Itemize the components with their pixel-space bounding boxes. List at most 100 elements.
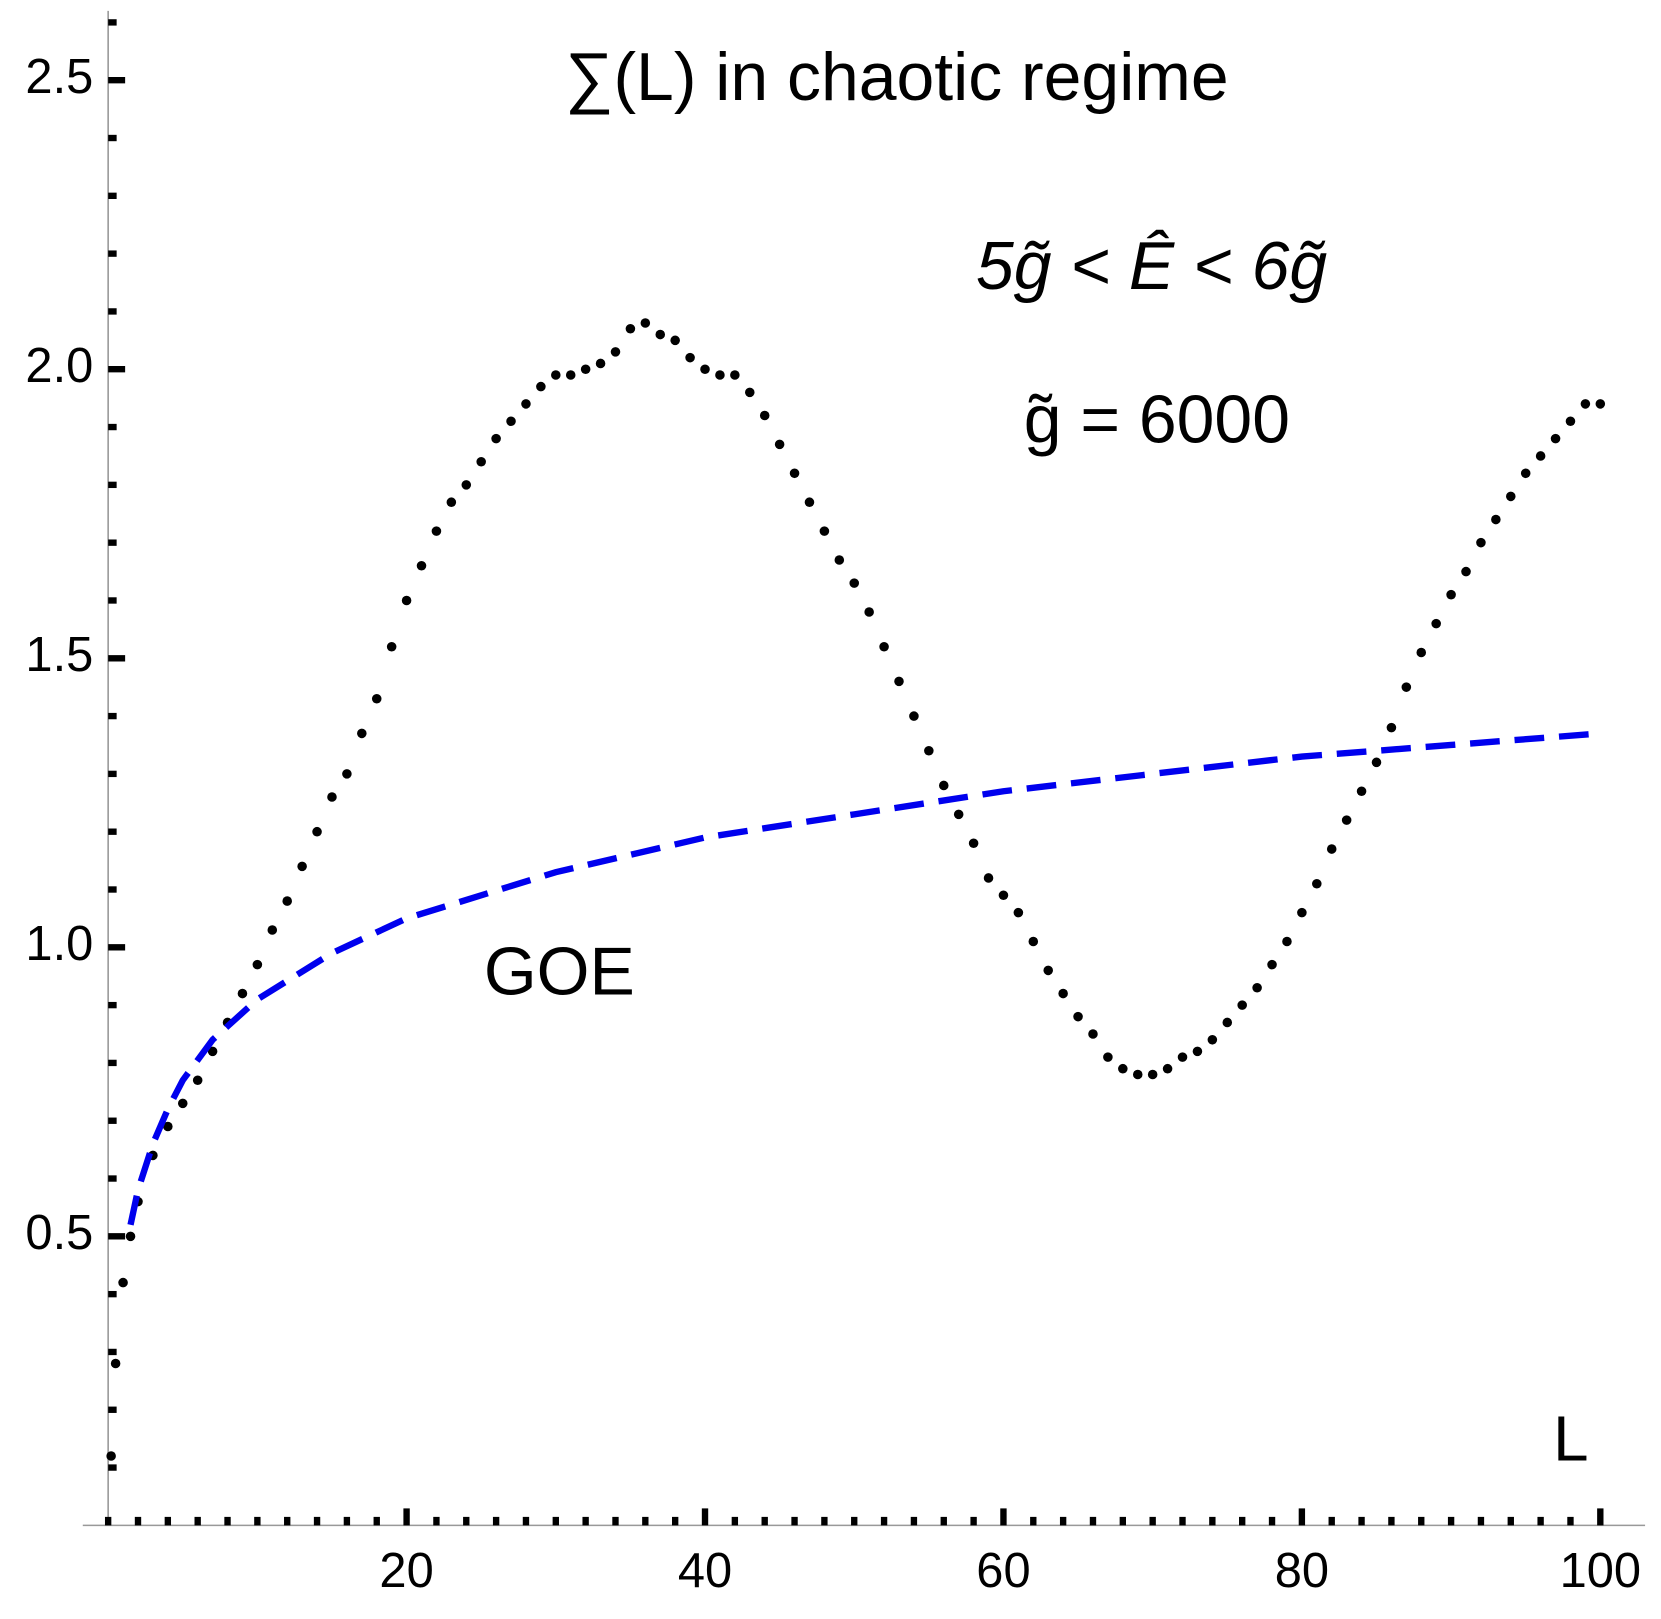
data-point xyxy=(759,410,770,421)
x-tick-label: 80 xyxy=(1275,1544,1329,1598)
y-tick-label: 1.0 xyxy=(25,917,93,971)
data-point xyxy=(655,329,666,340)
data-point xyxy=(715,370,725,380)
data-point xyxy=(342,769,352,779)
data-point xyxy=(864,607,874,617)
data-point xyxy=(371,693,382,704)
data-point xyxy=(1252,982,1262,993)
data-point xyxy=(252,959,263,970)
data-point xyxy=(106,1451,116,1461)
data-point xyxy=(491,433,501,444)
data-point xyxy=(476,456,486,467)
data-point xyxy=(804,497,815,507)
data-point xyxy=(297,861,307,872)
data-point xyxy=(327,792,337,802)
data-point xyxy=(386,641,397,652)
data-point xyxy=(1341,815,1352,825)
data-point xyxy=(177,1098,188,1109)
data-point xyxy=(163,1121,173,1132)
y-tick-label: 2.0 xyxy=(25,339,93,393)
data-point xyxy=(849,578,860,588)
data-point xyxy=(685,352,695,363)
data-point xyxy=(625,324,636,334)
data-point xyxy=(1013,907,1024,918)
data-point xyxy=(745,387,755,398)
data-point xyxy=(1312,878,1322,889)
data-point xyxy=(640,318,651,328)
data-point xyxy=(1028,936,1039,947)
x-axis-label: L xyxy=(1553,1403,1588,1474)
data-point xyxy=(1177,1052,1188,1062)
data-point xyxy=(461,480,472,490)
data-point xyxy=(1207,1035,1218,1045)
data-point xyxy=(670,335,680,346)
data-point xyxy=(953,809,964,820)
y-tick-label: 0.5 xyxy=(25,1206,93,1260)
data-point xyxy=(282,896,292,906)
data-point xyxy=(357,728,367,739)
data-point xyxy=(968,838,979,849)
data-point xyxy=(431,526,442,536)
data-point xyxy=(1476,537,1486,548)
data-point xyxy=(1371,757,1382,768)
data-point xyxy=(536,381,546,392)
data-point xyxy=(938,780,949,791)
data-point xyxy=(1147,1069,1158,1080)
x-tick-label: 100 xyxy=(1560,1544,1641,1598)
data-point xyxy=(789,468,800,479)
data-point xyxy=(1401,682,1412,692)
x-tick-label: 60 xyxy=(976,1544,1030,1598)
data-point xyxy=(416,561,427,571)
data-point xyxy=(312,826,322,837)
data-point xyxy=(1073,1011,1083,1022)
data-point xyxy=(1058,988,1068,999)
data-point xyxy=(580,364,591,375)
data-point xyxy=(1535,451,1546,461)
x-tick-label: 40 xyxy=(678,1544,732,1598)
y-tick-label: 1.5 xyxy=(25,628,93,682)
data-point xyxy=(1267,959,1277,970)
chart-title: ∑(L) in chaotic regime xyxy=(565,40,1229,115)
legend-label: GOE xyxy=(484,935,635,1010)
data-point xyxy=(1297,907,1307,918)
data-point xyxy=(998,890,1009,901)
data-point xyxy=(1461,566,1471,577)
data-point xyxy=(110,1358,121,1369)
data-point xyxy=(1356,786,1367,797)
data-point xyxy=(1595,399,1606,409)
data-point xyxy=(1520,468,1531,479)
data-point xyxy=(1550,433,1561,444)
data-point xyxy=(1282,936,1292,947)
goe-curve xyxy=(127,730,1601,1226)
data-point xyxy=(521,399,531,409)
data-point xyxy=(125,1231,136,1242)
data-point xyxy=(595,358,606,369)
data-point xyxy=(1416,647,1427,658)
data-point xyxy=(610,347,621,357)
data-point xyxy=(1132,1069,1143,1080)
data-point xyxy=(1088,1029,1098,1039)
data-point xyxy=(401,595,412,606)
data-point xyxy=(1043,965,1053,976)
data-point xyxy=(1326,844,1337,854)
data-point xyxy=(192,1075,203,1086)
data-point xyxy=(1237,1000,1247,1010)
data-point xyxy=(1446,589,1456,600)
x-tick-label: 20 xyxy=(379,1544,433,1598)
data-point xyxy=(774,439,785,450)
data-point xyxy=(700,364,710,375)
data-point xyxy=(237,988,248,999)
data-point xyxy=(924,745,934,756)
annotation: g̃ = 6000 xyxy=(1024,383,1290,458)
data-point xyxy=(1491,514,1501,525)
y-tick-label: 2.5 xyxy=(25,50,93,104)
data-point xyxy=(1192,1046,1203,1057)
data-point xyxy=(983,873,994,883)
data-point xyxy=(1580,399,1591,409)
data-point xyxy=(207,1046,218,1057)
annotation: 5g̃ < Ê < 6g̃ xyxy=(976,229,1327,304)
data-point xyxy=(267,925,278,935)
data-point xyxy=(446,497,457,507)
data-point xyxy=(551,370,561,380)
